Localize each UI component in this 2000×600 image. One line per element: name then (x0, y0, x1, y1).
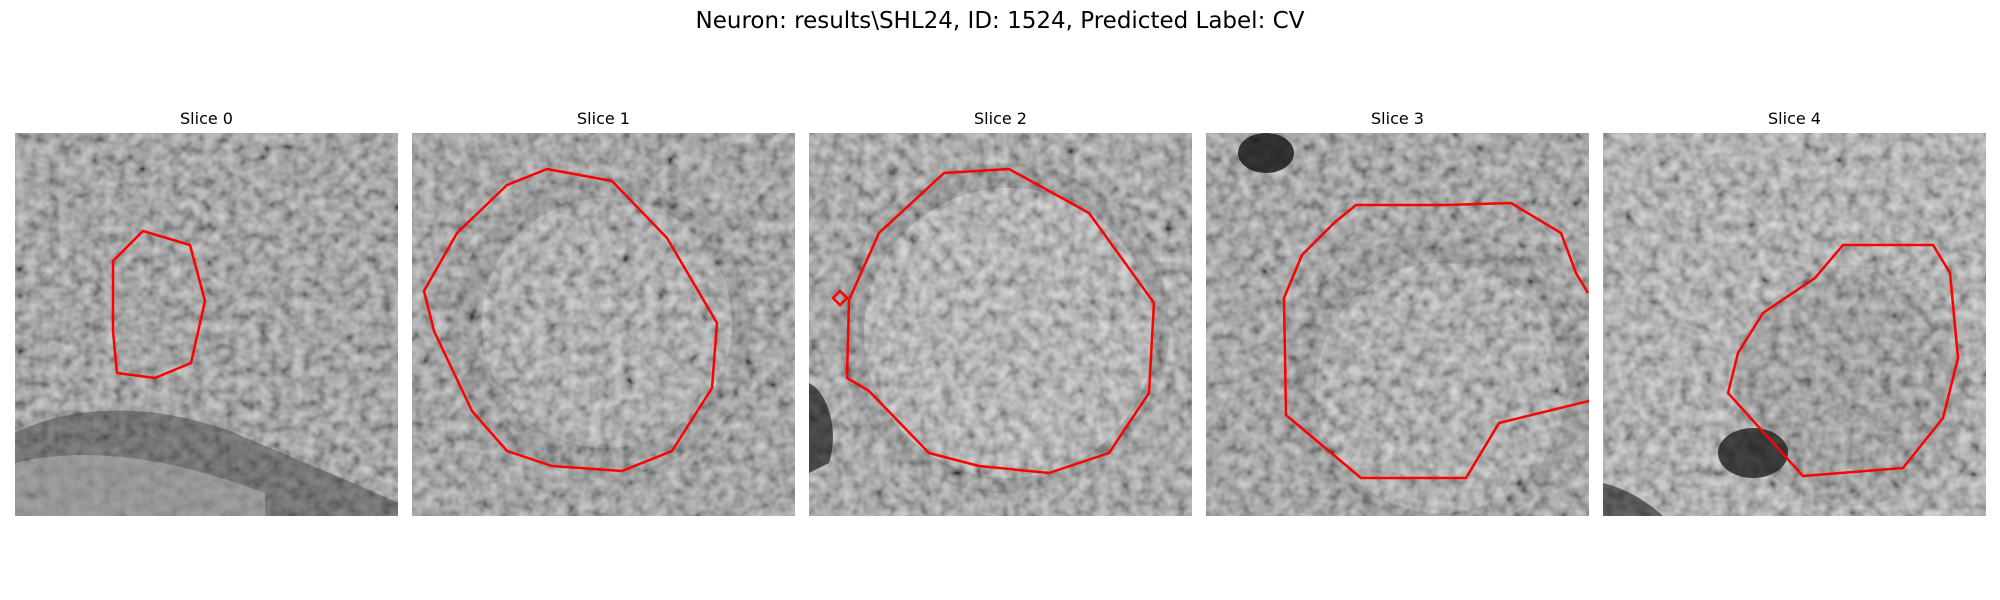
micrograph-texture (1603, 133, 1986, 516)
slice-title: Slice 0 (180, 109, 233, 128)
segmentation-contour (845, 167, 1156, 475)
slice-title: Slice 2 (974, 109, 1027, 128)
slice-title: Slice 4 (1768, 109, 1821, 128)
slice-panel-4: Slice 4 (1603, 108, 1986, 516)
micrograph-texture (809, 133, 1192, 516)
slice-panel-1: Slice 1 (412, 108, 795, 516)
slice-image (412, 133, 795, 516)
slice-image (1206, 133, 1589, 516)
slice-image (1603, 133, 1986, 516)
segmentation-contour (1726, 243, 1960, 478)
micrograph-texture (1206, 133, 1589, 516)
segmentation-contour (111, 229, 207, 380)
dark-spot (1238, 133, 1294, 173)
slice-image (809, 133, 1192, 516)
dark-spot (1718, 428, 1788, 478)
slice-panel-0: Slice 0 (15, 108, 398, 516)
membrane-band (15, 410, 398, 516)
slice-title: Slice 1 (577, 109, 630, 128)
figure-title: Neuron: results\SHL24, ID: 1524, Predict… (695, 8, 1305, 34)
slice-panel-2: Slice 2 (809, 108, 1192, 516)
micrograph-texture (412, 133, 795, 516)
segmentation-contour (1282, 201, 1589, 480)
micrograph-texture (15, 133, 398, 516)
small-contour (831, 289, 849, 307)
segmentation-contour (422, 167, 719, 473)
slice-title: Slice 3 (1371, 109, 1424, 128)
dark-region (809, 383, 833, 473)
dark-region (1603, 483, 1663, 516)
slice-panel-3: Slice 3 (1206, 108, 1589, 516)
slice-image (15, 133, 398, 516)
bright-region (15, 454, 265, 516)
